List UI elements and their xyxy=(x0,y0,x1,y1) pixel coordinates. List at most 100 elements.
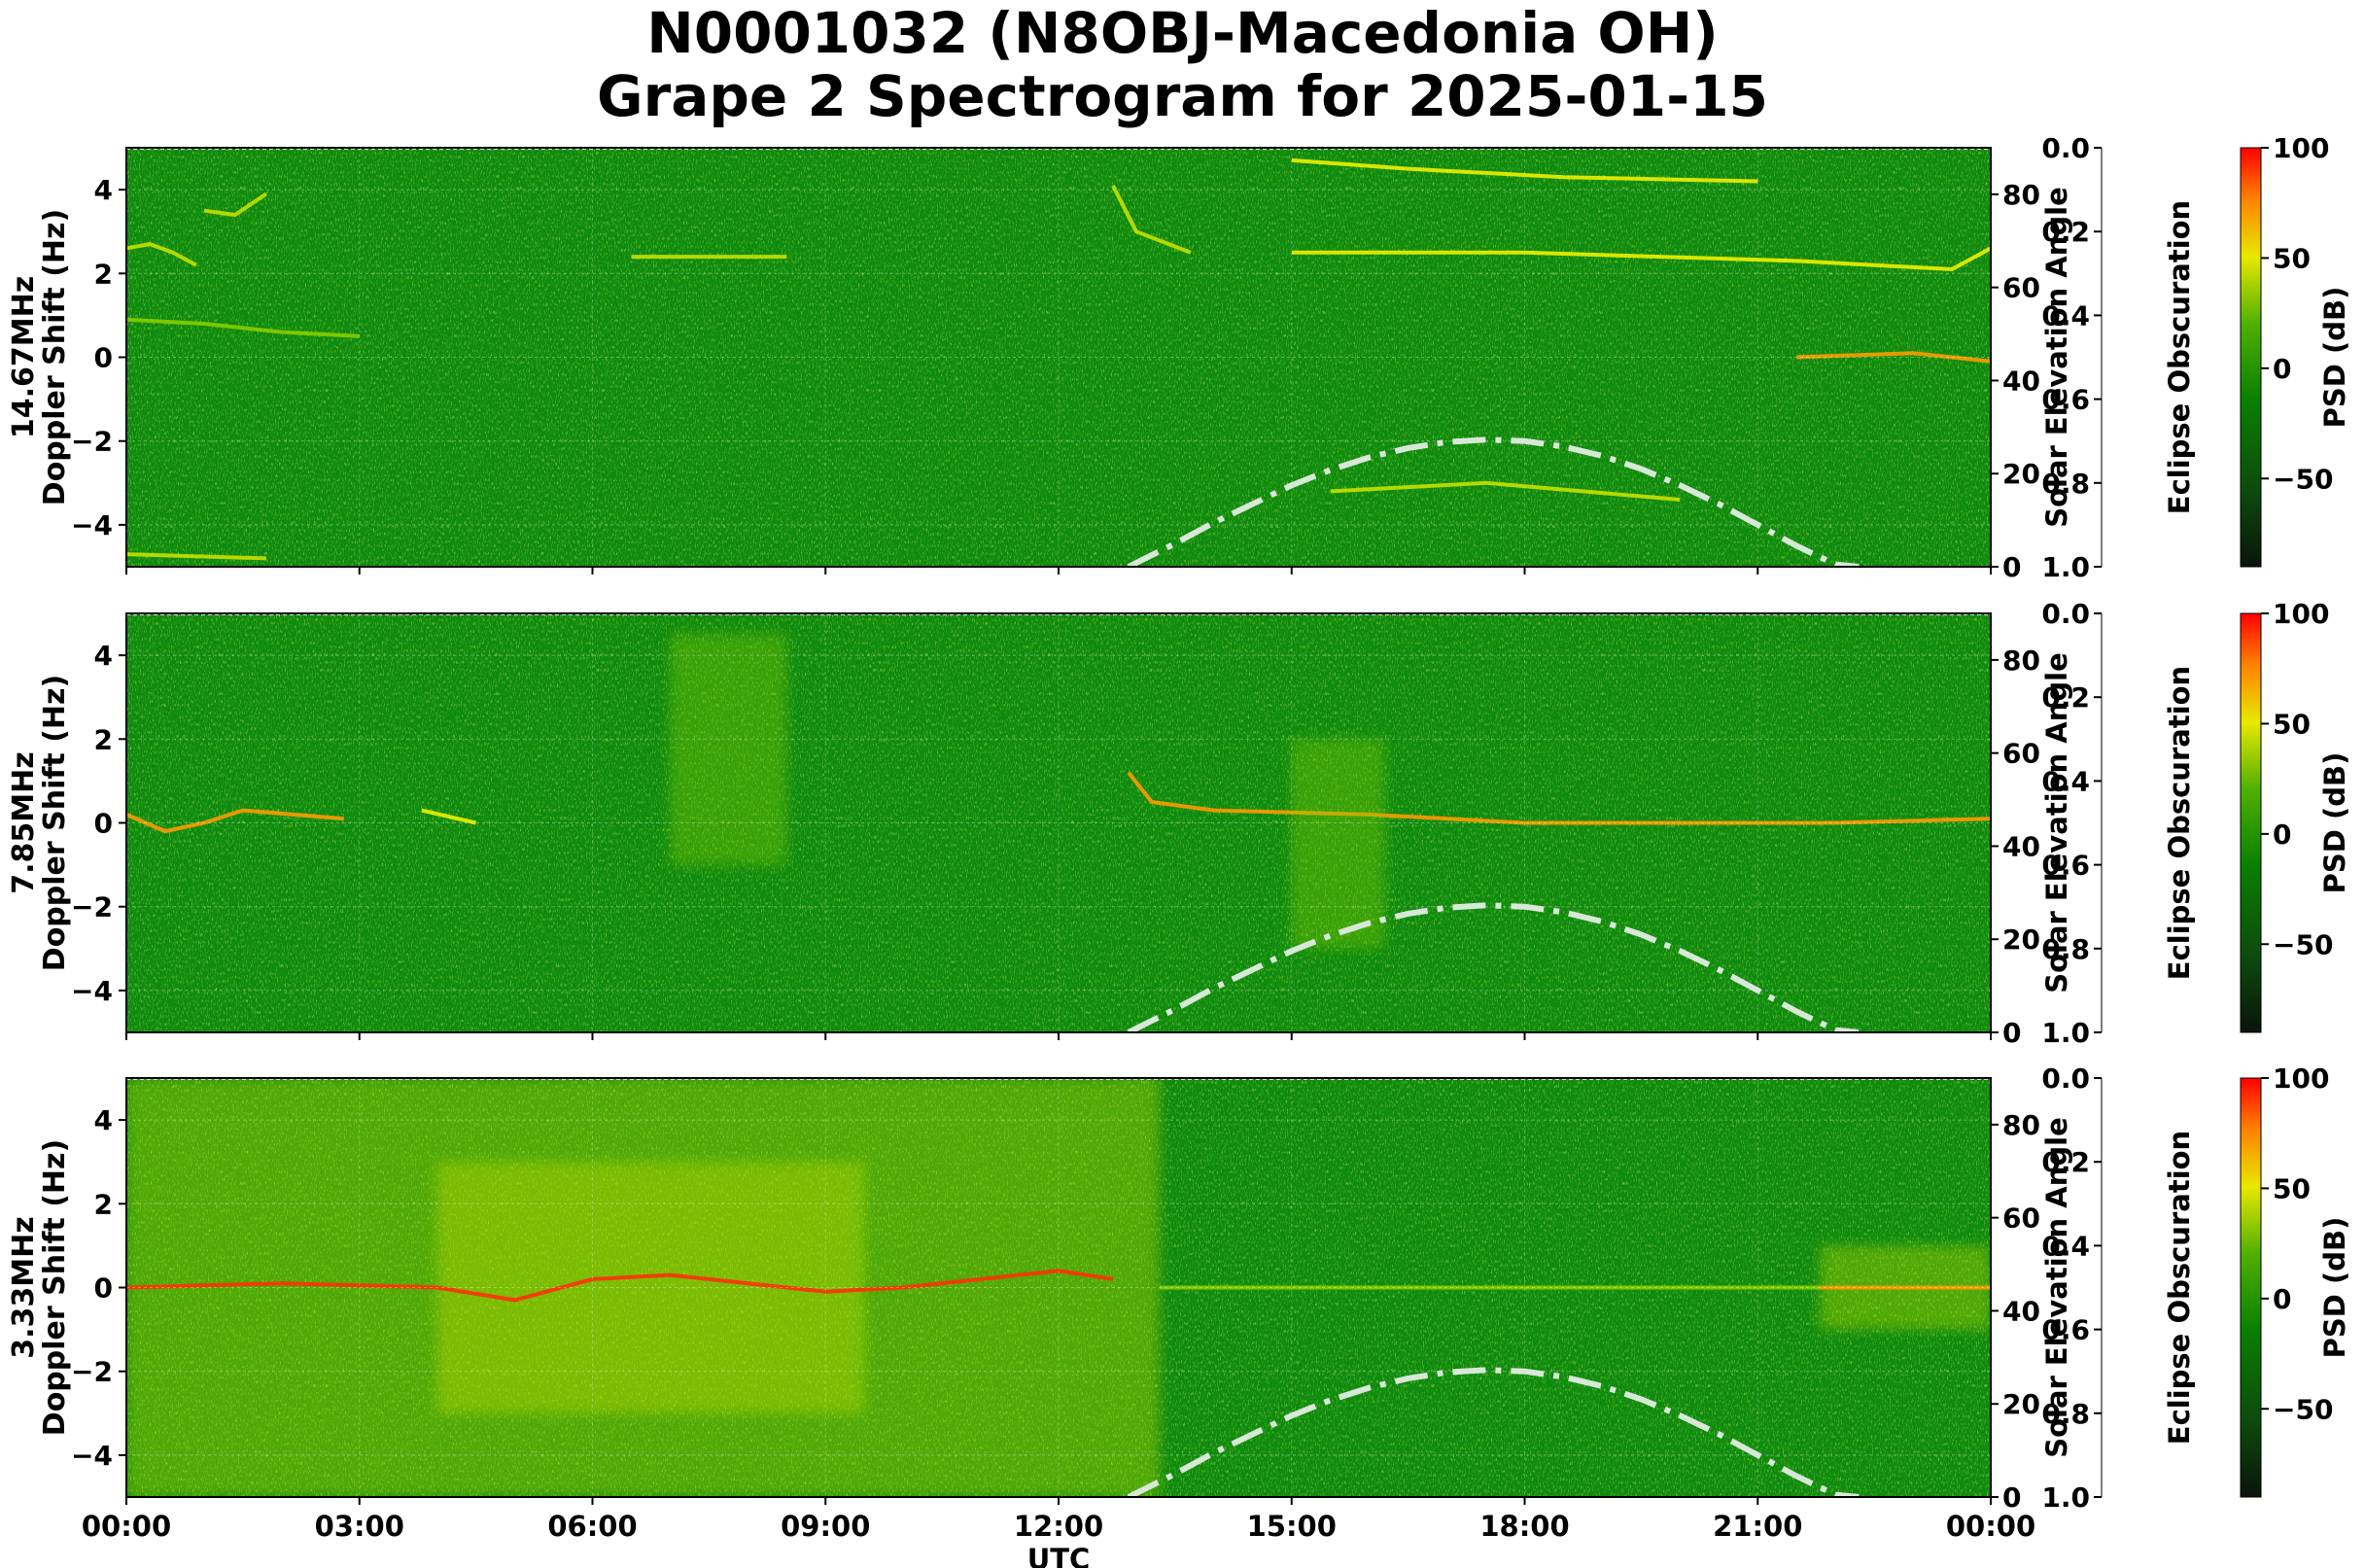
signal-trace-9 xyxy=(126,552,266,561)
band-label: 14.67MHz xyxy=(7,276,41,438)
x-tick-label: 00:00 xyxy=(1946,1510,2035,1543)
x-tick-label: 18:00 xyxy=(1479,1510,1569,1543)
eclipse-tick-label: 0.8 xyxy=(2041,1398,2090,1430)
colorbar-tick-label: 50 xyxy=(2273,242,2311,274)
y-tick-label: 4 xyxy=(94,174,113,206)
solar-tick-label: 80 xyxy=(2002,645,2040,677)
eclipse-obscuration-label: Eclipse Obscuration xyxy=(2163,200,2196,514)
noise-texture xyxy=(126,148,1991,567)
eclipse-tick-label: 0.6 xyxy=(2041,384,2090,416)
colorbar-tick-label: 50 xyxy=(2273,708,2311,740)
solar-tick-label: 20 xyxy=(2002,1388,2040,1420)
solar-elevation-label: Solar Elevation Angle xyxy=(2040,652,2073,993)
solar-tick-label: 80 xyxy=(2002,1109,2040,1141)
eclipse-obscuration-label: Eclipse Obscuration xyxy=(2163,1131,2196,1445)
y-tick-label: −4 xyxy=(71,509,113,541)
eclipse-tick-label: 0.4 xyxy=(2041,765,2090,797)
eclipse-tick-label: 0.2 xyxy=(2041,1146,2090,1178)
eclipse-tick-label: 0.0 xyxy=(2041,1063,2090,1095)
x-tick-label: 03:00 xyxy=(315,1510,404,1543)
y-tick-label: −4 xyxy=(71,1440,113,1472)
eclipse-tick-label: 0.8 xyxy=(2041,468,2090,500)
signal-band-3 xyxy=(670,634,787,865)
colorbar-label: PSD (dB) xyxy=(2318,287,2351,429)
y-tick-label: 2 xyxy=(94,258,113,290)
y-tick-label: 2 xyxy=(94,723,113,755)
solar-tick-label: 0 xyxy=(2002,551,2021,583)
x-tick-label: 21:00 xyxy=(1713,1510,1802,1543)
solar-tick-label: 40 xyxy=(2002,830,2040,862)
signal-trace-4 xyxy=(1111,184,1192,255)
x-tick-label: 00:00 xyxy=(82,1510,171,1543)
signal-traces xyxy=(126,157,1991,561)
colorbar-label: PSD (dB) xyxy=(2318,752,2351,894)
solar-tick-label: 60 xyxy=(2002,738,2040,770)
signal-traces xyxy=(126,634,1991,949)
solar-tick-label: 0 xyxy=(2002,1017,2021,1049)
x-tick-label: 06:00 xyxy=(547,1510,637,1543)
colorbar-tick-label: 100 xyxy=(2273,132,2329,164)
solar-tick-label: 60 xyxy=(2002,272,2040,304)
y-tick-label: 4 xyxy=(94,1104,113,1136)
signal-trace-5 xyxy=(1291,157,1758,184)
eclipse-tick-label: 0.6 xyxy=(2041,1314,2090,1346)
signal-trace-2 xyxy=(1127,771,1991,825)
signal-trace-2 xyxy=(126,317,360,338)
eclipse-tick-label: 0.4 xyxy=(2041,299,2090,331)
eclipse-tick-label: 0.8 xyxy=(2041,933,2090,965)
chart-title-line1: N0001032 (N8OBJ-Macedonia OH) xyxy=(646,0,1719,66)
eclipse-tick-label: 1.0 xyxy=(2041,551,2090,583)
band-label: 7.85MHz xyxy=(7,751,41,893)
colorbar-tick-label: −50 xyxy=(2273,1393,2333,1425)
y-tick-label: 0 xyxy=(94,342,113,374)
colorbar-tick-label: 50 xyxy=(2273,1172,2311,1204)
colorbar-tick-label: −50 xyxy=(2273,463,2333,495)
signal-trace-1 xyxy=(203,192,268,218)
colorbar xyxy=(2240,1077,2262,1498)
solar-tick-label: 60 xyxy=(2002,1202,2040,1235)
signal-trace-7 xyxy=(1330,480,1681,502)
solar-elevation-curve xyxy=(1127,436,1860,567)
eclipse-tick-label: 0.2 xyxy=(2041,216,2090,248)
eclipse-tick-label: 0.2 xyxy=(2041,681,2090,714)
solar-tick-label: 20 xyxy=(2002,458,2040,490)
eclipse-tick-label: 0.0 xyxy=(2041,132,2090,164)
solar-elevation-curve xyxy=(1127,902,1860,1032)
x-tick-label: 12:00 xyxy=(1014,1510,1103,1543)
colorbar xyxy=(2240,612,2262,1033)
solar-tick-label: 20 xyxy=(2002,923,2040,956)
signal-trace-1 xyxy=(421,808,477,825)
y-tick-label: −2 xyxy=(71,426,113,458)
eclipse-tick-label: 0.4 xyxy=(2041,1230,2090,1262)
signal-band-4 xyxy=(1291,739,1385,949)
signal-trace-0 xyxy=(126,808,344,834)
solar-tick-label: 0 xyxy=(2002,1481,2021,1514)
x-axis-label: UTC xyxy=(1027,1543,1091,1568)
y-tick-label: 4 xyxy=(94,640,113,672)
y-axis-label: Doppler Shift (Hz) xyxy=(38,209,72,505)
y-tick-label: 0 xyxy=(94,1272,113,1305)
solar-elevation-label: Solar Elevation Angle xyxy=(2040,187,2073,528)
solar-elevation-label: Solar Elevation Angle xyxy=(2040,1117,2073,1458)
solar-tick-label: 40 xyxy=(2002,365,2040,397)
signal-trace-8 xyxy=(1796,351,1991,364)
colorbar-tick-label: 0 xyxy=(2273,819,2291,851)
band-label: 3.33MHz xyxy=(7,1216,41,1358)
colorbar-label: PSD (dB) xyxy=(2318,1217,2351,1359)
chart-title-line2: Grape 2 Spectrogram for 2025-01-15 xyxy=(597,63,1768,129)
eclipse-tick-label: 0.0 xyxy=(2041,598,2090,630)
y-tick-label: −4 xyxy=(71,975,113,1007)
eclipse-tick-label: 0.6 xyxy=(2041,850,2090,882)
y-tick-label: −2 xyxy=(71,1356,113,1388)
y-tick-label: −2 xyxy=(71,891,113,923)
colorbar-tick-label: 0 xyxy=(2273,1283,2291,1315)
eclipse-tick-label: 1.0 xyxy=(2041,1481,2090,1514)
eclipse-obscuration-label: Eclipse Obscuration xyxy=(2163,666,2196,980)
solar-tick-label: 80 xyxy=(2002,179,2040,211)
y-tick-label: 2 xyxy=(94,1188,113,1220)
colorbar-tick-label: 100 xyxy=(2273,1063,2329,1095)
colorbar-tick-label: −50 xyxy=(2273,928,2333,960)
